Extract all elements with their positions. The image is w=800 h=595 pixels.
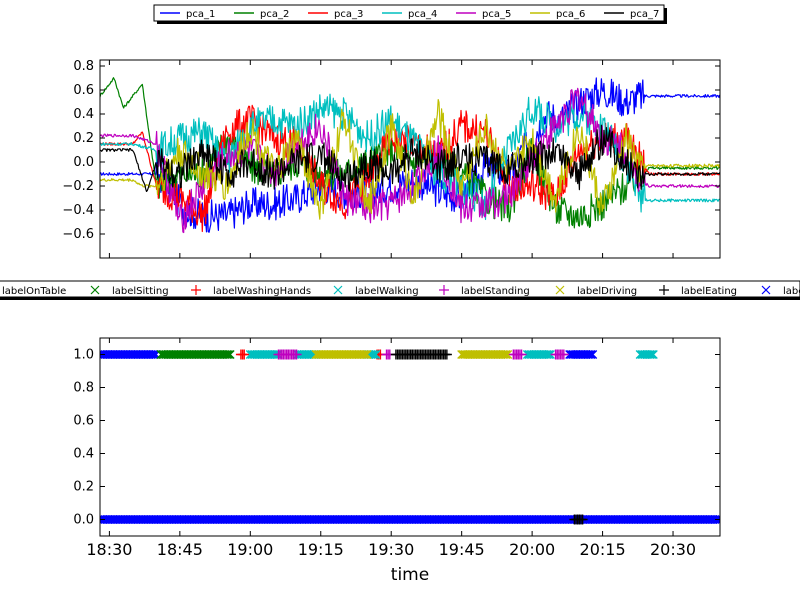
marker-labelOnTable	[586, 350, 596, 359]
legend-label-labelWashingHands: labelWashingHands	[213, 286, 311, 297]
marker-labelDriving	[501, 350, 511, 359]
ytick-label: 0.8	[73, 59, 94, 74]
xtick-label: 19:15	[298, 540, 344, 559]
legend-label-labelStanding: labelStanding	[461, 286, 530, 297]
marker-labelSitting	[223, 350, 233, 359]
axes-top-frame	[99, 59, 721, 259]
marker-labelWalking	[544, 350, 554, 359]
ytick-label: 0.2	[73, 480, 94, 495]
legend-label-labelSitting: labelSitting	[112, 286, 169, 297]
ytick-label: −0.6	[62, 227, 94, 242]
label-markers-group	[100, 349, 720, 525]
ytick-label: 0.2	[73, 131, 94, 146]
legend-label-labelWalking: labelWalking	[355, 286, 419, 297]
ytick-label: 0.0	[73, 513, 94, 528]
marker-labelDriving	[503, 350, 513, 359]
legend-bottom-box	[0, 280, 800, 298]
legend-marker-labelEating	[659, 285, 669, 295]
legend-label-pca_3: pca_3	[334, 9, 363, 20]
series-line-pca_6	[100, 99, 720, 220]
marker-labelDriving	[360, 350, 370, 359]
marker-labelEating	[577, 514, 588, 525]
legend-bottom: labelOnTable labelSitting labelWashingHand…	[0, 280, 800, 300]
legend-marker-labelWalking	[333, 285, 343, 295]
xtick-label: 19:30	[368, 540, 414, 559]
marker-labelOnTable	[149, 350, 159, 359]
ytick-label: 1.0	[73, 348, 94, 363]
marker-labelSitting	[222, 350, 232, 359]
marker-labelSitting	[225, 350, 235, 359]
legend-label-labe: labe	[783, 286, 800, 297]
legend-label-pca_7: pca_7	[630, 9, 659, 20]
xtick-label: 19:45	[439, 540, 485, 559]
marker-labelEating	[441, 349, 452, 360]
ytick-label: −0.2	[62, 179, 94, 194]
ytick-label: 0.0	[73, 155, 94, 170]
marker-labelDriving	[499, 350, 509, 359]
ytick-label: −0.4	[62, 203, 94, 218]
legend-label-pca_4: pca_4	[408, 9, 437, 20]
ytick-label: 0.6	[73, 83, 94, 98]
marker-labelDriving	[359, 350, 369, 359]
marker-labelOnTable	[584, 350, 594, 359]
series-line-pca_5	[100, 87, 720, 234]
legend-marker-labe	[761, 285, 771, 295]
ytick-label: 0.4	[73, 107, 94, 122]
marker-labelStanding	[516, 349, 527, 360]
pca-series-group	[100, 77, 720, 234]
marker-labelWalking	[648, 350, 658, 359]
x-axis-title: time	[391, 565, 429, 585]
legend-top: pca_1 pca_2 pca_3 pca_4 pca_5 pca_6 pca_7	[153, 4, 667, 24]
marker-labelDriving	[362, 350, 372, 359]
marker-labelWalking	[645, 350, 655, 359]
legend-marker-labelStanding	[439, 285, 449, 295]
xtick-label: 20:30	[650, 540, 696, 559]
ytick-label: 0.4	[73, 447, 94, 462]
marker-labelWashingHands	[239, 349, 250, 360]
xtick-label: 19:00	[227, 540, 273, 559]
legend-top-box	[153, 4, 665, 22]
axes-bottom-frame	[99, 337, 721, 537]
legend-label-labelDriving: labelDriving	[577, 286, 637, 297]
series-line-pca_7	[100, 124, 720, 192]
legend-label-pca_6: pca_6	[556, 9, 585, 20]
legend-label-pca_1: pca_1	[186, 9, 215, 20]
axes-bottom: 1.0 0.8 0.6 0.4 0.2 0.0 18:30 18:45 19:00 19:15 19…	[73, 337, 721, 585]
legend-label-pca_2: pca_2	[260, 9, 289, 20]
marker-labelStanding	[558, 349, 569, 360]
xtick-label: 20:15	[580, 540, 626, 559]
axes-top: 0.8 0.6 0.4 0.2 0.0 −0.2 −0.4 −0.6	[62, 59, 721, 259]
ytick-label: 0.6	[73, 414, 94, 429]
marker-labelWalking	[542, 350, 552, 359]
xtick-label: 18:45	[157, 540, 203, 559]
ytick-label: 0.8	[73, 381, 94, 396]
legend-marker-labelWashingHands	[191, 285, 201, 295]
marker-labelWalking	[647, 350, 657, 359]
marker-labelWalking	[369, 350, 379, 359]
legend-marker-labelDriving	[555, 285, 565, 295]
marker-labelOnTable	[588, 350, 598, 359]
marker-labelOnTable	[148, 350, 158, 359]
marker-labelWalking	[371, 350, 381, 359]
legend-marker-labelSitting	[90, 285, 100, 295]
marker-labelStanding	[291, 349, 302, 360]
xtick-label: 18:30	[86, 540, 132, 559]
legend-label-labelEating: labelEating	[681, 286, 737, 297]
xtick-label: 20:00	[509, 540, 555, 559]
legend-label-labelOnTable: labelOnTable	[2, 286, 66, 297]
legend-label-pca_5: pca_5	[482, 9, 511, 20]
marker-labelWalking	[545, 350, 555, 359]
